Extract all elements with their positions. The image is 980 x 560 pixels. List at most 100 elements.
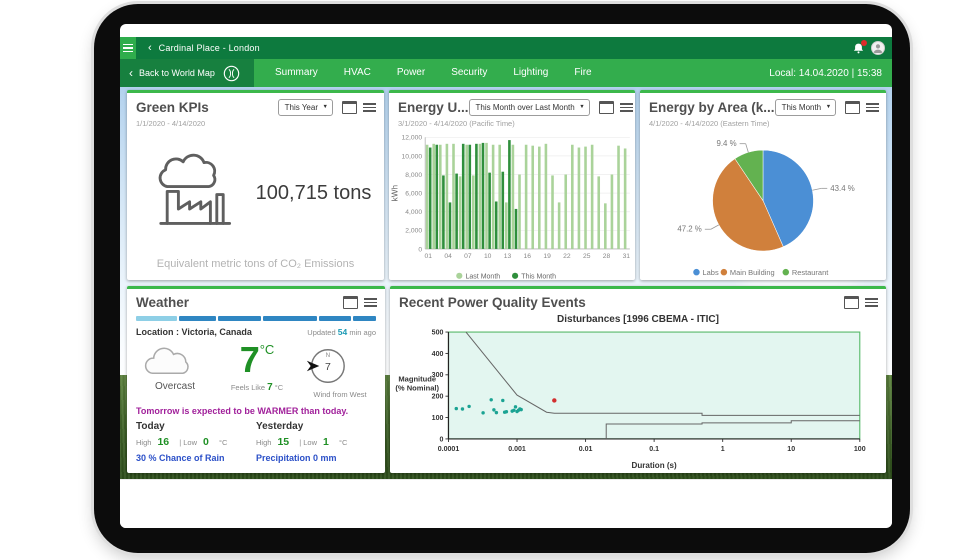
svg-text:13: 13	[504, 253, 512, 260]
svg-text:0.0001: 0.0001	[438, 446, 460, 453]
tab-fire[interactable]: Fire	[574, 67, 592, 78]
svg-text:1: 1	[721, 446, 725, 453]
panel-energy-usage: Energy U... This Month over Last Month ▼ …	[389, 90, 635, 280]
nav-tabs: Summary HVAC Power Security Lighting Fir…	[262, 59, 605, 87]
svg-text:N: N	[326, 352, 330, 359]
weather-timeline-bar	[136, 316, 377, 321]
dashboard-background-sky: Green KPIs This Year ▼ 1/1/2020 - 4/14/20…	[120, 87, 892, 479]
factory-emissions-icon	[158, 153, 231, 225]
tab-summary[interactable]: Summary	[275, 67, 318, 78]
kpi-caption: Equivalent metric tons of CO₂ Emissions	[156, 258, 355, 270]
svg-text:7: 7	[325, 361, 331, 373]
svg-text:31: 31	[623, 253, 631, 260]
energy-usage-period-dropdown[interactable]: This Month over Last Month ▼	[468, 99, 590, 116]
energy-usage-bar-chart: 0 2,000 4,000 6,000 8,000 10,000 12,000 kWh 01 04…	[389, 128, 635, 285]
svg-text:10: 10	[484, 253, 492, 260]
svg-text:Last Month: Last Month	[465, 273, 500, 280]
svg-text:19: 19	[543, 253, 551, 260]
svg-text:Duration (s): Duration (s)	[632, 461, 677, 470]
back-chevron-icon[interactable]: ‹	[148, 41, 152, 54]
weather-wind-direction: Wind from West	[313, 390, 367, 399]
panel-weather: Weather Location : Victoria, Canada Upda…	[127, 286, 385, 473]
panel-title: Recent Power Quality Events	[399, 295, 586, 310]
window-restore-icon[interactable]	[343, 296, 358, 309]
svg-text:100: 100	[854, 446, 866, 453]
svg-text:300: 300	[432, 372, 444, 379]
wind-compass-icon: N 7	[306, 349, 345, 383]
chevron-down-icon: ▼	[579, 104, 585, 110]
window-restore-icon[interactable]	[844, 296, 859, 309]
svg-text:10,000: 10,000	[402, 153, 423, 160]
weather-yesterday: Yesterday High 15 | Low 1 °C Precipitation…	[256, 421, 348, 463]
svg-text:400: 400	[432, 351, 444, 358]
window-restore-icon[interactable]	[598, 101, 614, 114]
svg-text:12,000: 12,000	[402, 135, 423, 142]
panel-title: Weather	[136, 295, 190, 310]
panel-green-kpis: Green KPIs This Year ▼ 1/1/2020 - 4/14/20…	[127, 90, 384, 280]
panel-menu-icon[interactable]	[865, 297, 878, 308]
weather-temperature: 7°C	[239, 339, 275, 380]
back-to-world-map-label: Back to World Map	[139, 68, 215, 78]
svg-text:6,000: 6,000	[405, 190, 422, 197]
app-titlebar: ‹ Cardinal Place - London	[120, 37, 892, 59]
cloud-overcast-icon	[144, 347, 189, 375]
svg-text:22: 22	[563, 253, 571, 260]
tab-power[interactable]: Power	[396, 67, 426, 78]
date-range: 3/1/2020 - 4/14/2020 (Pacific Time)	[398, 119, 515, 128]
tab-hvac[interactable]: HVAC	[343, 67, 371, 78]
energy-by-area-pie-chart: 43.4 % 47.2 % 9.4 % Labs Main Building Restau…	[640, 128, 886, 281]
svg-text:Magnitude: Magnitude	[398, 374, 436, 383]
disturbances-chart-title: Disturbances [1996 CBEMA - ITIC]	[557, 314, 719, 325]
svg-text:16: 16	[524, 253, 532, 260]
tab-lighting[interactable]: Lighting	[513, 67, 549, 78]
back-chevron-icon: ‹	[129, 66, 133, 80]
svg-text:500: 500	[432, 329, 444, 336]
green-kpis-period-dropdown[interactable]: This Year ▼	[277, 99, 333, 116]
panel-menu-icon[interactable]	[866, 102, 880, 113]
svg-text:04: 04	[444, 253, 452, 260]
svg-text:10: 10	[787, 446, 795, 453]
notification-bell-icon[interactable]	[852, 39, 867, 55]
tab-security[interactable]: Security	[451, 67, 488, 78]
tablet-screen: ‹ Cardinal Place - London	[120, 24, 892, 528]
svg-text:0: 0	[440, 436, 444, 443]
svg-text:4,000: 4,000	[405, 209, 422, 216]
svg-text:43.4 %: 43.4 %	[830, 184, 854, 193]
svg-text:25: 25	[583, 253, 591, 260]
brand-logo-icon	[223, 65, 240, 81]
back-to-world-map-button[interactable]: ‹ Back to World Map	[120, 59, 254, 87]
date-range: 1/1/2020 - 4/14/2020	[136, 119, 206, 128]
panel-power-quality: Recent Power Quality Events Disturbances…	[390, 286, 886, 473]
tablet-frame: ‹ Cardinal Place - London	[94, 4, 910, 553]
svg-text:kWh: kWh	[390, 184, 399, 201]
nav-bar: ‹ Back to World Map Summary HVAC Power S…	[120, 59, 892, 87]
date-range: 4/1/2020 - 4/14/2020 (Eastern Time)	[649, 119, 770, 128]
svg-text:Main Building: Main Building	[730, 268, 775, 277]
svg-text:0.01: 0.01	[579, 446, 593, 453]
hamburger-menu-icon[interactable]	[120, 37, 136, 59]
weather-feels-like: Feels Like 7 °C	[230, 382, 284, 394]
window-restore-icon[interactable]	[342, 101, 357, 114]
svg-text:0.001: 0.001	[508, 446, 526, 453]
user-avatar[interactable]	[871, 41, 885, 55]
panel-title: Energy by Area (k...	[649, 100, 775, 115]
svg-text:This Month: This Month	[521, 273, 556, 280]
window-restore-icon[interactable]	[845, 101, 861, 114]
energy-by-area-period-dropdown[interactable]: This Month ▼	[774, 99, 837, 116]
kpi-value: 100,715 tons	[255, 181, 372, 204]
weather-location: Location : Victoria, Canada	[136, 327, 252, 337]
weather-today: Today High 16 | Low 0 °C 30 % Chance of Ra…	[136, 421, 228, 463]
panel-menu-icon[interactable]	[363, 102, 376, 113]
svg-text:8,000: 8,000	[405, 172, 422, 179]
page-title: Cardinal Place - London	[158, 43, 260, 53]
panel-energy-by-area: Energy by Area (k... This Month ▼ 4/1/202…	[640, 90, 886, 280]
svg-text:28: 28	[603, 253, 611, 260]
panel-menu-icon[interactable]	[364, 297, 377, 308]
panel-menu-icon[interactable]	[619, 102, 633, 113]
svg-text:9.4 %: 9.4 %	[717, 139, 737, 148]
disturbances-scatter-chart: 0 100 200 300 400 500 0.0001 0.001 0.01 0.1 1 10 100…	[390, 325, 886, 476]
weather-updated: Updated 54 min ago	[307, 327, 376, 337]
panel-title: Green KPIs	[136, 100, 209, 115]
screen-bottom-strip	[120, 479, 892, 528]
svg-text:Labs: Labs	[703, 268, 719, 277]
